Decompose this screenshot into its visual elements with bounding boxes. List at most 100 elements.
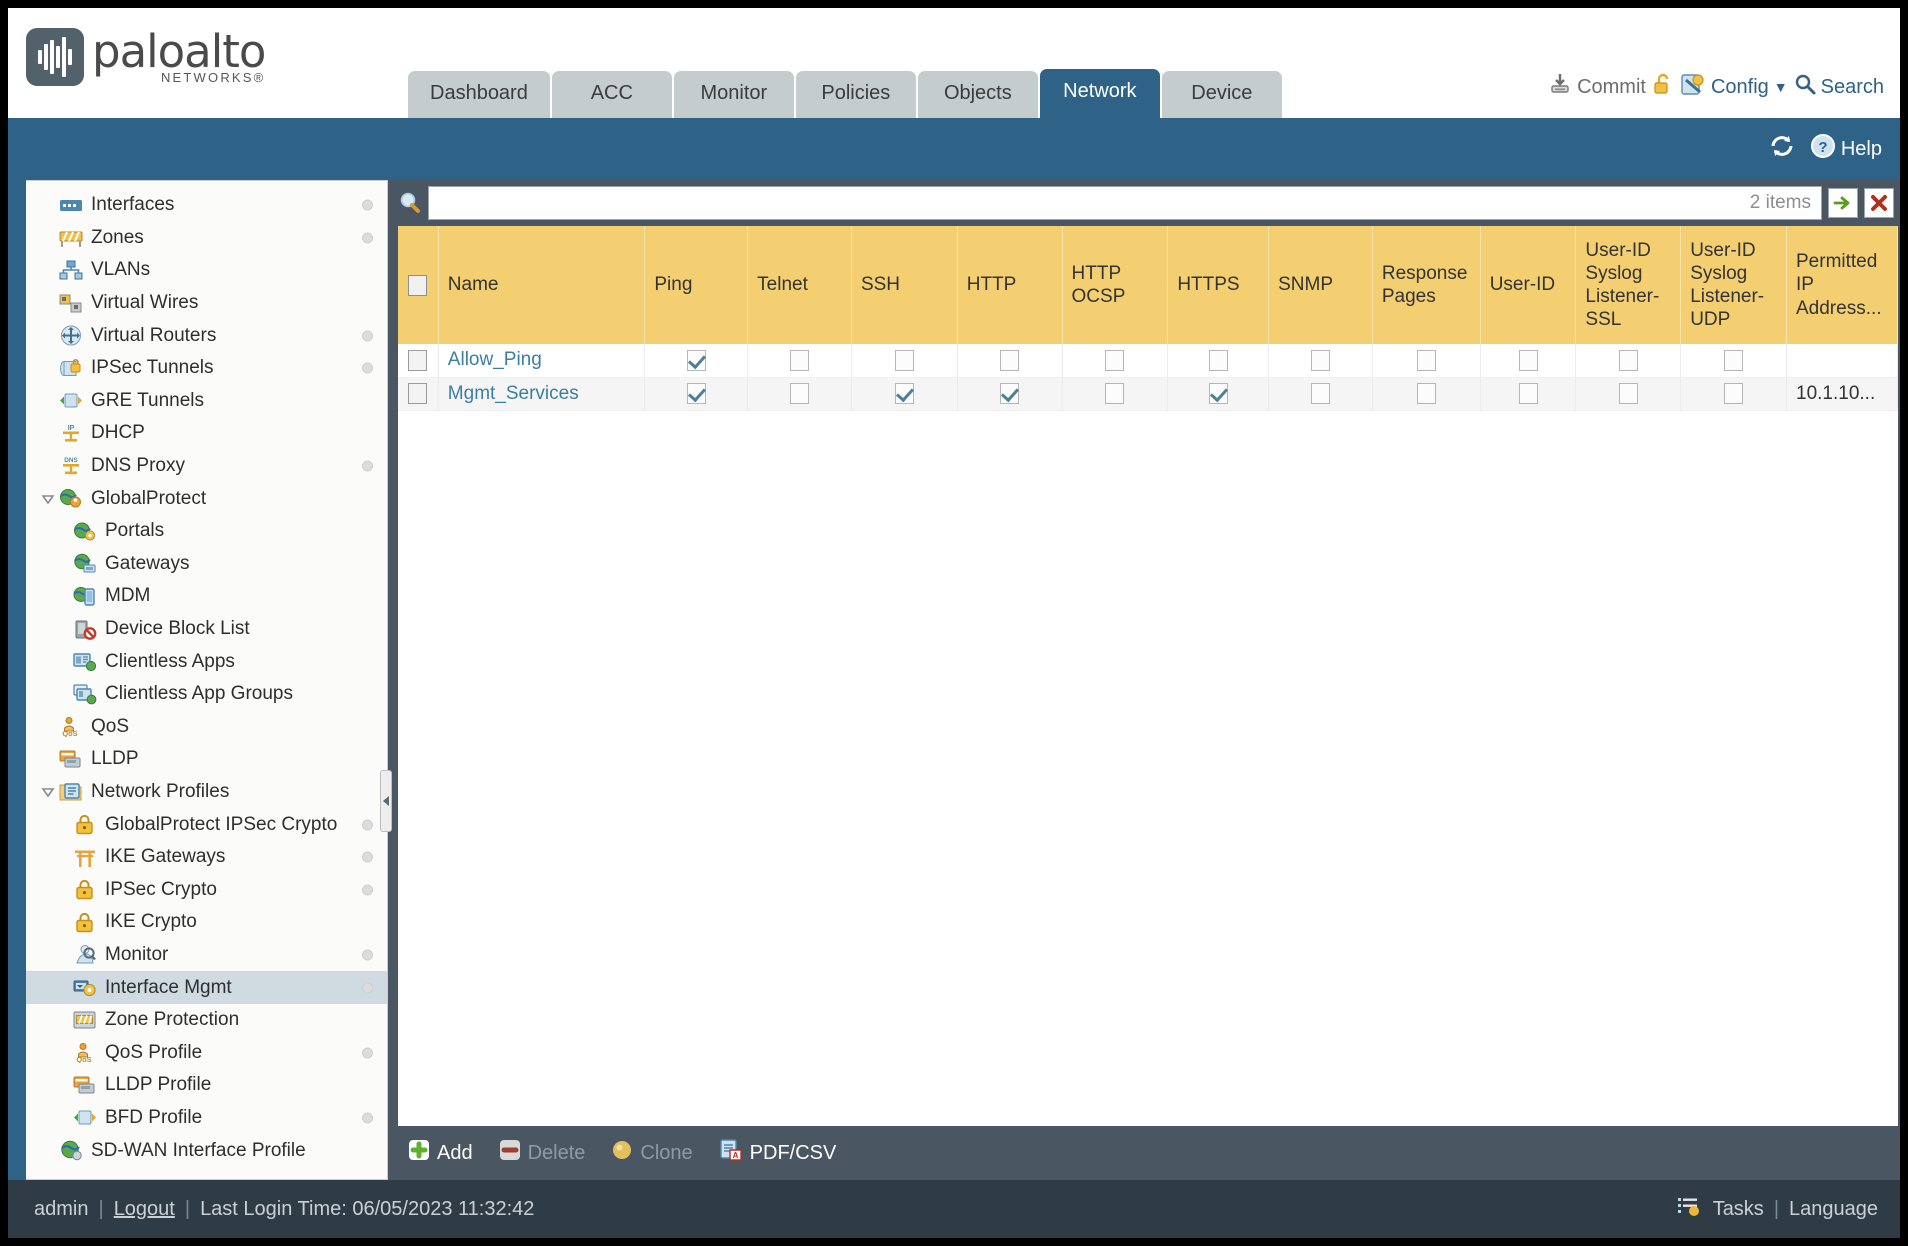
ping-checkbox[interactable] [686, 349, 706, 371]
pdf-csv-button[interactable]: A PDF/CSV [719, 1138, 836, 1168]
user-id-checkbox[interactable] [1518, 382, 1538, 404]
column-header-http-ocsp[interactable]: HTTP OCSP [1062, 226, 1169, 344]
http-checkbox[interactable] [1000, 382, 1020, 404]
snmp-checkbox[interactable] [1310, 349, 1330, 371]
tab-acc[interactable]: ACC [551, 71, 672, 118]
column-header-user-id[interactable]: User-ID [1480, 226, 1577, 344]
filter-input[interactable] [439, 192, 1750, 214]
user-id-checkbox[interactable] [1518, 349, 1538, 371]
commit-button[interactable]: Commit [1548, 72, 1646, 102]
https-checkbox[interactable] [1208, 349, 1228, 371]
cell-syslog-udp [1680, 344, 1787, 378]
column-header-telnet[interactable]: Telnet [747, 226, 852, 344]
tab-device[interactable]: Device [1161, 71, 1282, 118]
expand-arrow-down-icon[interactable] [38, 785, 58, 799]
column-header-ssh[interactable]: SSH [851, 226, 958, 344]
language-label[interactable]: Language [1789, 1197, 1878, 1220]
tab-network[interactable]: Network [1039, 69, 1160, 118]
sidebar-item-zones[interactable]: Zones [26, 222, 387, 255]
sidebar-item-portals[interactable]: Portals [26, 515, 387, 548]
snmp-checkbox[interactable] [1310, 382, 1330, 404]
syslog-ssl-checkbox[interactable] [1618, 349, 1638, 371]
sidebar-item-ipsec-crypto[interactable]: IPSec Crypto [26, 873, 387, 906]
telnet-checkbox[interactable] [790, 382, 810, 404]
sidebar-item-dhcp[interactable]: IP DHCP [26, 417, 387, 450]
syslog-ssl-checkbox[interactable] [1618, 382, 1638, 404]
sidebar-item-virtual-routers[interactable]: Virtual Routers [26, 319, 387, 352]
row-select-checkbox[interactable] [408, 349, 428, 371]
sidebar-item-network-profiles[interactable]: Network Profiles [26, 776, 387, 809]
apply-filter-button[interactable] [1828, 188, 1858, 218]
sidebar-item-vlans[interactable]: VLANs [26, 254, 387, 287]
sidebar-item-qos-profile[interactable]: QoS QoS Profile [26, 1036, 387, 1069]
sidebar-item-globalprotect-ipsec-crypto[interactable]: GlobalProtect IPSec Crypto [26, 808, 387, 841]
tab-dashboard[interactable]: Dashboard [408, 71, 550, 118]
select-all-checkbox[interactable] [408, 274, 427, 296]
config-menu[interactable]: Config ▼ [1680, 72, 1788, 102]
column-header-snmp[interactable]: SNMP [1268, 226, 1373, 344]
telnet-checkbox[interactable] [790, 349, 810, 371]
sidebar-item-globalprotect[interactable]: GlobalProtect [26, 482, 387, 515]
sidebar-item-gre-tunnels[interactable]: GRE Tunnels [26, 385, 387, 418]
tab-policies[interactable]: Policies [795, 71, 916, 118]
http-ocsp-checkbox[interactable] [1105, 382, 1125, 404]
sidebar-item-interfaces[interactable]: Interfaces [26, 189, 387, 222]
add-button[interactable]: Add [408, 1139, 473, 1167]
sidebar-item-monitor[interactable]: Monitor [26, 939, 387, 972]
column-header-response-pages[interactable]: Response Pages [1372, 226, 1481, 344]
sidebar-item-virtual-wires[interactable]: Virtual Wires [26, 287, 387, 320]
syslog-udp-checkbox[interactable] [1724, 349, 1744, 371]
sidebar-item-sd-wan-interface-profile[interactable]: SD-WAN Interface Profile [26, 1134, 387, 1167]
profile-name-link[interactable]: Allow_Ping [447, 349, 542, 371]
http-ocsp-checkbox[interactable] [1105, 349, 1125, 371]
sidebar-item-clientless-apps[interactable]: Clientless Apps [26, 645, 387, 678]
column-header-name[interactable]: Name [438, 226, 646, 344]
sidebar-item-ike-crypto[interactable]: IKE Crypto [26, 906, 387, 939]
sidebar-item-lldp-profile[interactable]: LLDP Profile [26, 1069, 387, 1102]
sidebar-item-interface-mgmt[interactable]: Interface Mgmt [26, 971, 387, 1004]
tasks-label[interactable]: Tasks [1712, 1197, 1764, 1220]
sidebar-item-clientless-app-groups[interactable]: Clientless App Groups [26, 678, 387, 711]
column-header-user-id-syslog-listener-ssl[interactable]: User-ID Syslog Listener-SSL [1575, 226, 1682, 344]
sidebar-item-gateways[interactable]: Gateways [26, 548, 387, 581]
row-select-checkbox[interactable] [408, 382, 428, 404]
sidebar-item-mdm[interactable]: MDM [26, 580, 387, 613]
http-checkbox[interactable] [1000, 349, 1020, 371]
clone-button[interactable]: Clone [611, 1139, 693, 1167]
sidebar-item-zone-protection[interactable]: Zone Protection [26, 1004, 387, 1037]
column-header-ping[interactable]: Ping [644, 226, 749, 344]
column-header-http[interactable]: HTTP [957, 226, 1063, 344]
logout-link[interactable]: Logout [113, 1197, 175, 1220]
syslog-udp-checkbox[interactable] [1724, 382, 1744, 404]
sidebar-splitter-handle[interactable] [380, 770, 392, 832]
ssh-checkbox[interactable] [894, 382, 914, 404]
clear-filter-button[interactable] [1864, 188, 1894, 218]
delete-button[interactable]: Delete [499, 1139, 585, 1167]
sidebar-item-lldp[interactable]: LLDP [26, 743, 387, 776]
profile-name-link[interactable]: Mgmt_Services [447, 382, 579, 404]
sidebar-item-dns-proxy[interactable]: DNS DNS Proxy [26, 450, 387, 483]
tab-objects[interactable]: Objects [917, 71, 1038, 118]
response-pages-checkbox[interactable] [1416, 382, 1436, 404]
table-row[interactable]: Allow_Ping [398, 344, 1898, 378]
expand-arrow-down-icon[interactable] [38, 492, 58, 506]
tab-monitor[interactable]: Monitor [673, 71, 794, 118]
sidebar-item-bfd-profile[interactable]: BFD Profile [26, 1102, 387, 1135]
column-header-user-id-syslog-listener-udp[interactable]: User-ID Syslog Listener-UDP [1680, 226, 1787, 344]
ping-checkbox[interactable] [686, 382, 706, 404]
sidebar-item-ipsec-tunnels[interactable]: IPSec Tunnels [26, 352, 387, 385]
search-button[interactable]: Search [1794, 73, 1884, 101]
ssh-checkbox[interactable] [894, 349, 914, 371]
sidebar-item-ike-gateways[interactable]: IKE Gateways [26, 841, 387, 874]
sidebar-item-qos[interactable]: QoS QoS [26, 711, 387, 744]
help-button[interactable]: ? Help [1810, 133, 1882, 165]
unlock-icon[interactable] [1652, 72, 1674, 102]
column-header-permitted-ip-address[interactable]: Permitted IP Address... [1786, 226, 1898, 344]
response-pages-checkbox[interactable] [1416, 349, 1436, 371]
sidebar-item-device-block-list[interactable]: Device Block List [26, 613, 387, 646]
table-row[interactable]: Mgmt_Services 10.1.10... [398, 377, 1898, 411]
https-checkbox[interactable] [1208, 382, 1228, 404]
column-header-https[interactable]: HTTPS [1167, 226, 1270, 344]
refresh-icon[interactable] [1768, 133, 1796, 165]
brand-text: paloalto NETWORKS® [92, 29, 266, 86]
